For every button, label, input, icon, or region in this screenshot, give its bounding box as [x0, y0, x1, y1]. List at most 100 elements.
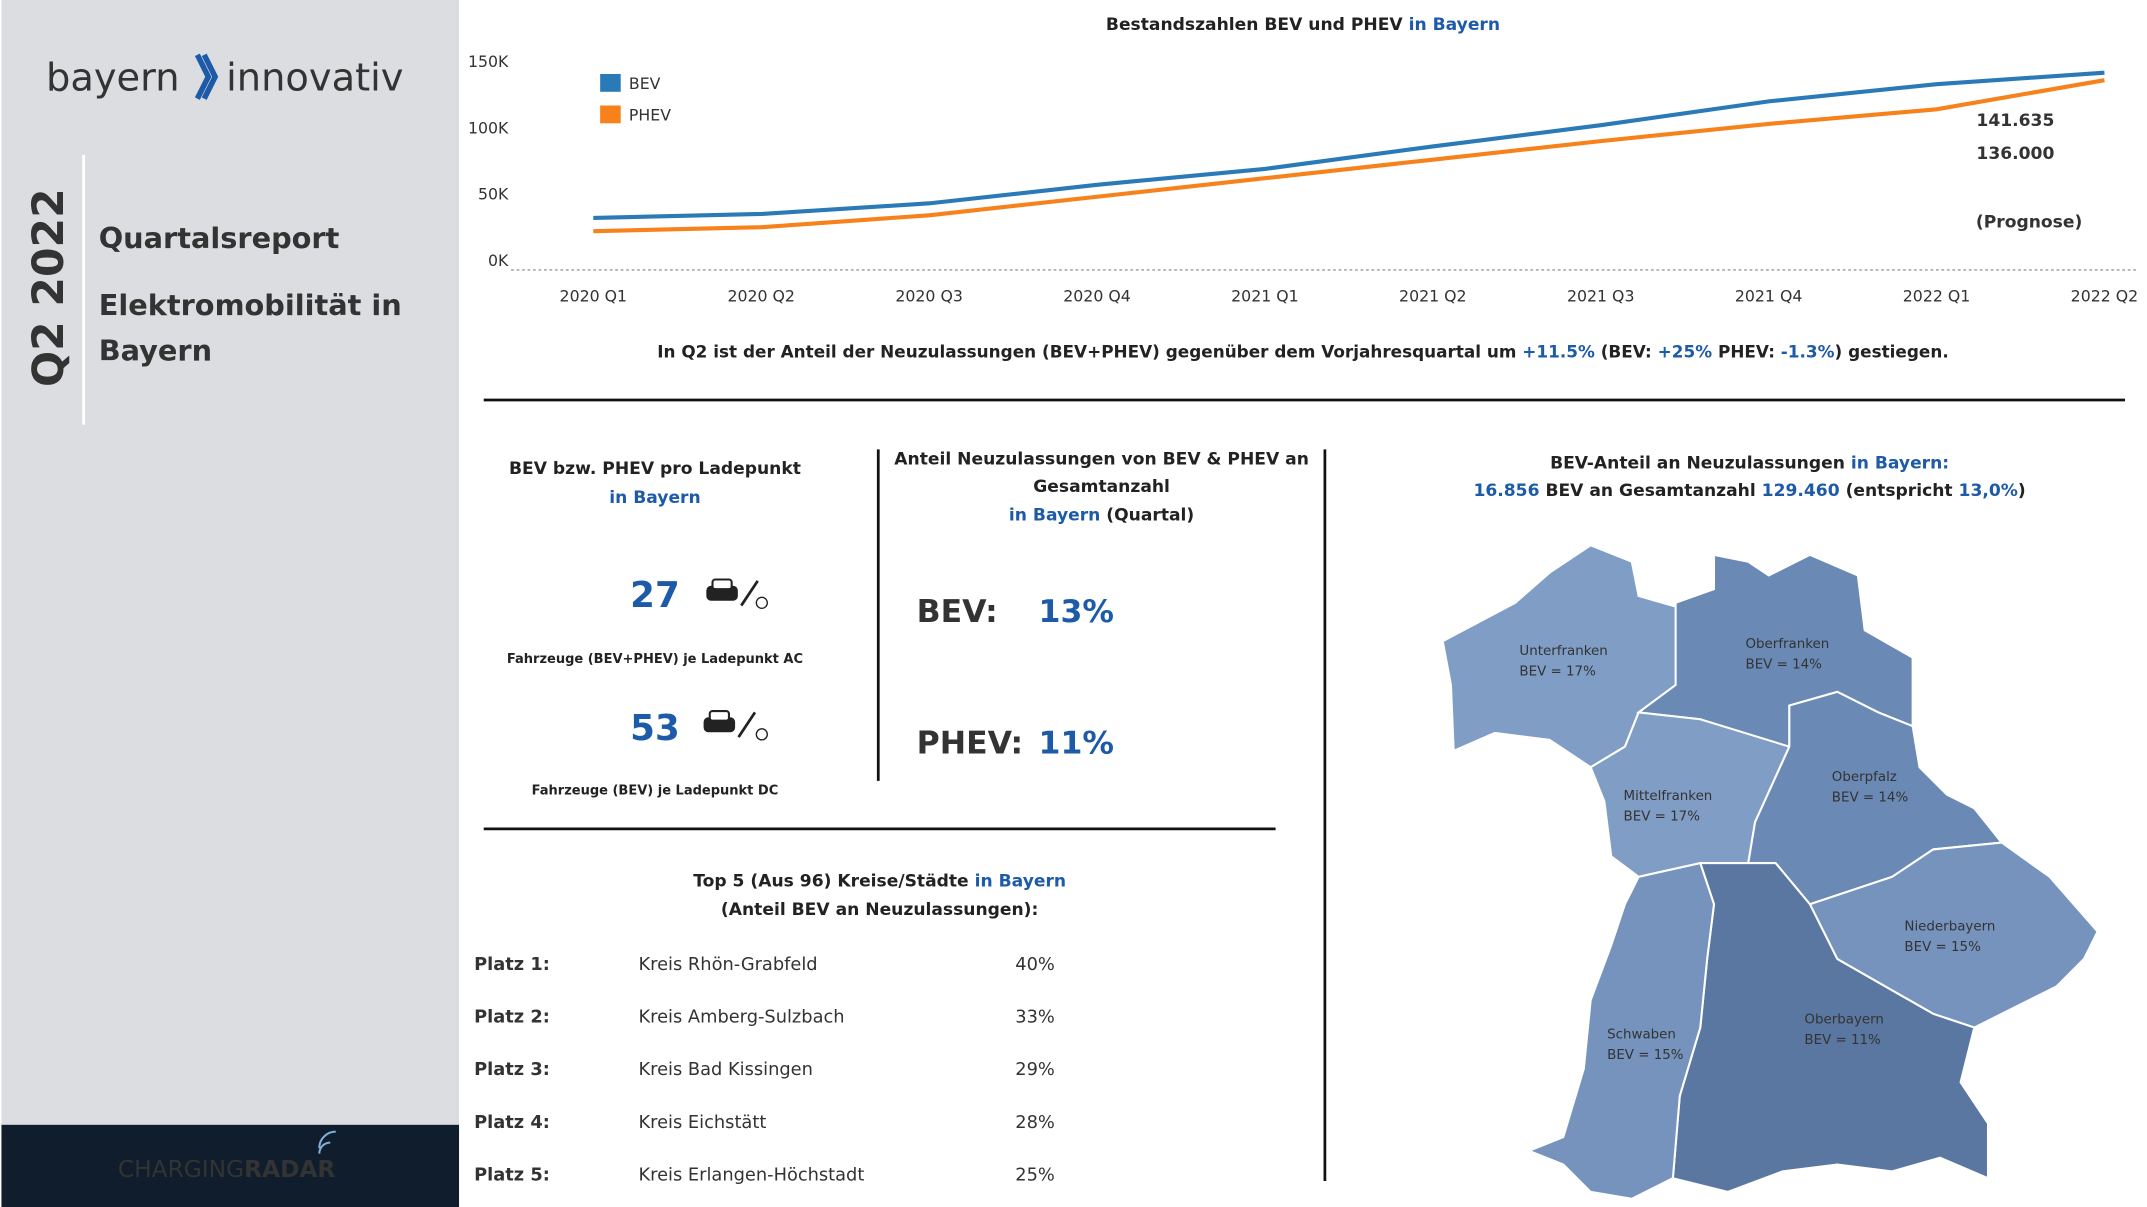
- region-share: BEV = 15%: [1904, 940, 1980, 955]
- map-text: BEV an Gesamtanzahl: [1540, 481, 1762, 501]
- share: 25%: [1015, 1164, 1055, 1185]
- bavaria-map: [1441, 544, 2099, 1200]
- logo-right: innovativ: [226, 55, 403, 100]
- sidebar: [1, 0, 460, 1125]
- phev-share: 11%: [1039, 726, 1114, 762]
- rank: Platz 4:: [474, 1112, 550, 1133]
- map-text: ): [2018, 481, 2026, 501]
- x-tick-label: 2021 Q2: [1399, 286, 1467, 305]
- region-name: Oberpfalz: [1832, 770, 1897, 785]
- top5-title: Top 5 (Aus 96) Kreise/Städte in Bayern: [693, 871, 1066, 891]
- value-label: 136.000: [1976, 144, 2054, 164]
- map-subtitle: 16.856 BEV an Gesamtanzahl 129.460 (ents…: [1473, 481, 2025, 501]
- legend-label: PHEV: [629, 106, 671, 125]
- logo-left: bayern: [46, 55, 180, 100]
- footer-logo: CHARGINGRADAR: [118, 1156, 336, 1183]
- top5-title-main: Top 5 (Aus 96) Kreise/Städte: [693, 871, 968, 891]
- map-labels: Unterfranken BEV = 17% Oberfranken BEV = 14…: [1519, 637, 1995, 1063]
- legend-label: BEV: [629, 74, 661, 93]
- top5-table: Platz 1: Kreis Rhön-Grabfeld 40% Platz 2: Kr…: [474, 954, 1055, 1185]
- region-name: Mittelfranken: [1624, 789, 1713, 804]
- district: Kreis Rhön-Grabfeld: [639, 954, 818, 975]
- chart-title: Bestandszahlen BEV und PHEV in Bayern: [1106, 15, 1500, 35]
- rank: Platz 2:: [474, 1007, 550, 1028]
- region-share: BEV = 14%: [1746, 658, 1822, 673]
- footer-bar: [1, 1124, 460, 1207]
- anteil-region: in Bayern (Quartal): [1009, 506, 1194, 526]
- region-share: BEV = 14%: [1832, 790, 1908, 805]
- footer-icon: [318, 1130, 336, 1154]
- series-line: [593, 78, 2105, 234]
- quarter: Q2 2022: [25, 188, 74, 387]
- bev-share: 13%: [1039, 594, 1114, 630]
- share: 28%: [1015, 1112, 1055, 1133]
- region-share: BEV = 15%: [1607, 1048, 1683, 1063]
- share: 29%: [1015, 1059, 1055, 1080]
- anteil-region-name: in Bayern: [1009, 506, 1100, 526]
- dc-value: 53: [630, 708, 680, 749]
- subject: Bayern: [99, 333, 212, 367]
- x-tick-label: 2022 Q2: [2071, 286, 2139, 305]
- map-title-region: in Bayern:: [1851, 454, 1949, 474]
- charger-icon: [703, 578, 768, 741]
- x-tick-label: 2020 Q4: [1063, 286, 1131, 305]
- region-name: Niederbayern: [1904, 919, 1995, 934]
- line-chart: 0K 50K 100K 150K 2020 Q1 2020 Q2 2020 Q3 2020 Q…: [468, 52, 2138, 305]
- region-shape: [1526, 861, 1716, 1200]
- x-tick-label: 2021 Q1: [1231, 286, 1299, 305]
- district: Kreis Bad Kissingen: [639, 1059, 813, 1080]
- map-text: (entspricht: [1840, 481, 1959, 501]
- summary: In Q2 ist der Anteil der Neuzulassungen …: [657, 342, 1949, 362]
- rank: Platz 5:: [474, 1164, 550, 1185]
- annotation: (Prognose): [1976, 212, 2082, 232]
- y-tick-label: 50K: [478, 185, 509, 204]
- region-share: BEV = 17%: [1624, 810, 1700, 825]
- chart-title-region: in Bayern: [1409, 15, 1500, 35]
- summary-phev: -1.3%: [1781, 342, 1835, 362]
- map-total: 129.460: [1762, 481, 1840, 501]
- region-share: BEV = 17%: [1519, 664, 1595, 679]
- district: Kreis Eichstätt: [639, 1112, 767, 1133]
- district: Kreis Amberg-Sulzbach: [639, 1007, 845, 1028]
- map-bev: 16.856: [1473, 481, 1539, 501]
- summary-text: ) gestiegen.: [1835, 342, 1949, 362]
- x-tick-label: 2020 Q2: [727, 286, 795, 305]
- map-title-main: BEV-Anteil an Neuzulassungen: [1550, 454, 1845, 474]
- summary-text: In Q2 ist der Anteil der Neuzulassungen …: [657, 342, 1522, 362]
- legend-swatch: [600, 105, 621, 124]
- y-tick-label: 100K: [468, 118, 509, 137]
- report-title: Quartalsreport: [99, 221, 340, 255]
- share: 40%: [1015, 954, 1055, 975]
- dc-caption: Fahrzeuge (BEV) je Ladepunkt DC: [532, 784, 779, 799]
- x-tick-label: 2020 Q1: [560, 286, 628, 305]
- x-tick-label: 2020 Q3: [895, 286, 963, 305]
- summary-total: +11.5%: [1522, 342, 1595, 362]
- region-name: Schwaben: [1607, 1027, 1676, 1042]
- rank: Platz 1:: [474, 954, 550, 975]
- series-line: [593, 70, 2105, 220]
- region-share: BEV = 11%: [1804, 1033, 1880, 1048]
- chart-title-main: Bestandszahlen BEV und PHEV: [1106, 15, 1403, 35]
- x-tick-label: 2021 Q3: [1567, 286, 1635, 305]
- bev-label: BEV:: [917, 594, 998, 630]
- footer-logo-bold: RADAR: [244, 1156, 335, 1183]
- top5-subtitle: (Anteil BEV an Neuzulassungen):: [721, 900, 1038, 920]
- footer-logo-light: CHARGING: [118, 1156, 244, 1183]
- map-share: 13,0%: [1959, 481, 2018, 501]
- district: Kreis Erlangen-Höchstadt: [639, 1164, 865, 1185]
- rank: Platz 3:: [474, 1059, 550, 1080]
- logo-mark: [194, 53, 219, 100]
- region-name: Oberfranken: [1746, 637, 1830, 652]
- anteil-title: Gesamtanzahl: [1033, 477, 1170, 497]
- share: 33%: [1015, 1007, 1055, 1028]
- x-tick-label: 2022 Q1: [1903, 286, 1971, 305]
- x-tick-label: 2021 Q4: [1735, 286, 1803, 305]
- region-name: Unterfranken: [1519, 644, 1607, 659]
- y-tick-label: 150K: [468, 52, 509, 71]
- region-name: Oberbayern: [1804, 1012, 1884, 1027]
- phev-label: PHEV:: [917, 726, 1024, 762]
- value-label: 141.635: [1976, 111, 2054, 131]
- map-title: BEV-Anteil an Neuzulassungen in Bayern:: [1550, 454, 1949, 474]
